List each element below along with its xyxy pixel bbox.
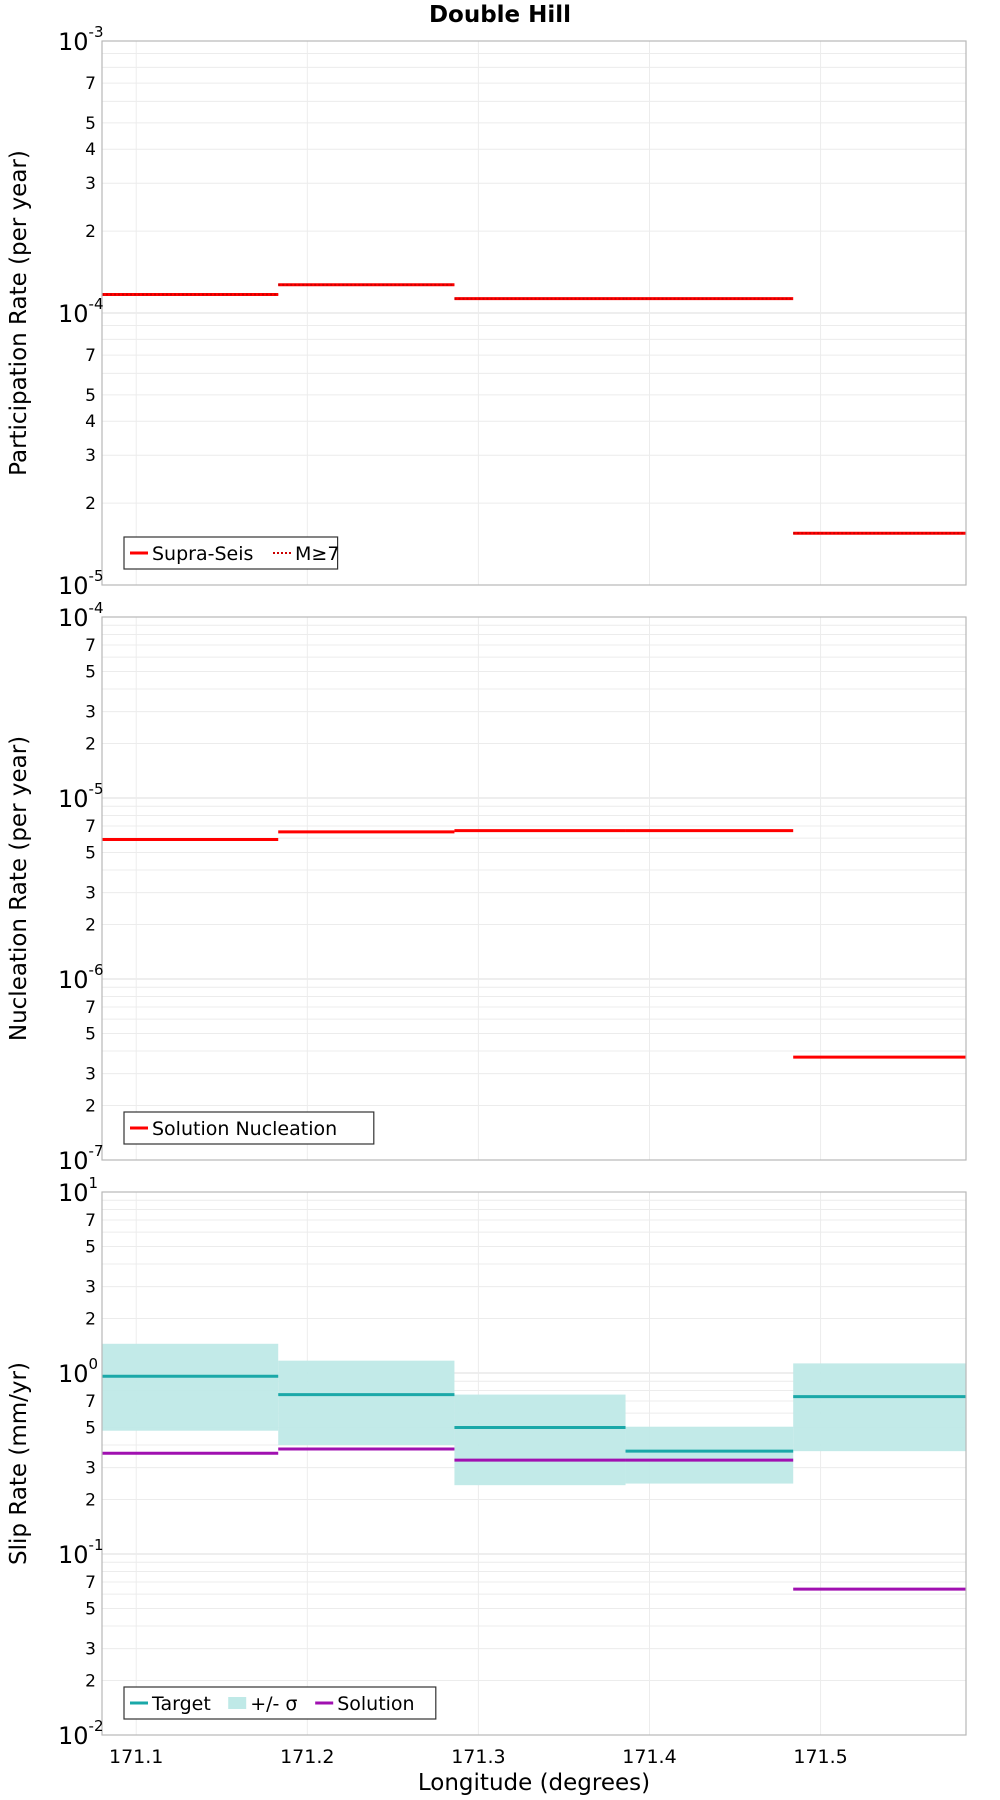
y-minor-tick-label: 4 bbox=[85, 140, 96, 160]
y-minor-tick-label: 4 bbox=[85, 412, 96, 432]
y-tick-label: 10-3 bbox=[58, 23, 104, 56]
y-axis-label: Slip Rate (mm/yr) bbox=[6, 1362, 32, 1565]
y-tick-label: 100 bbox=[58, 1355, 98, 1388]
y-minor-tick-label: 3 bbox=[85, 1640, 96, 1660]
y-tick-label: 10-4 bbox=[58, 599, 104, 632]
y-minor-tick-label: 5 bbox=[85, 843, 96, 863]
y-minor-tick-label: 2 bbox=[85, 735, 96, 755]
y-minor-tick-label: 5 bbox=[85, 1418, 96, 1438]
series-target bbox=[102, 1374, 966, 1453]
y-minor-tick-label: 5 bbox=[85, 386, 96, 406]
y-minor-tick-label: 7 bbox=[85, 636, 96, 656]
y-minor-tick-label: 2 bbox=[85, 494, 96, 514]
y-tick-label: 10-5 bbox=[58, 567, 104, 600]
legend-box bbox=[123, 1686, 437, 1720]
y-tick-label: 10-6 bbox=[58, 961, 104, 994]
y-minor-tick-label: 2 bbox=[85, 916, 96, 936]
y-minor-tick-label: 7 bbox=[85, 1211, 96, 1231]
sigma-band-segment bbox=[454, 1394, 626, 1486]
plot-frame bbox=[101, 616, 967, 1161]
y-minor-tick-label: 7 bbox=[85, 817, 96, 837]
y-minor-tick-label: 5 bbox=[85, 662, 96, 682]
y-axis-label: Nucleation Rate (per year) bbox=[6, 736, 32, 1041]
y-minor-tick-label: 3 bbox=[85, 1278, 96, 1298]
panel-2: 10-7 10-6 10-5 10-4 2 3 5 7 2 3 5 7 2 3 5 7 Nucleation R… bbox=[6, 599, 967, 1175]
y-minor-tick-label: 2 bbox=[85, 1310, 96, 1330]
panel-1: 10-5 10-4 10-3 2 3 4 5 7 2 3 4 5 7 Participation Rate… bbox=[6, 23, 967, 600]
y-ticks: 10-5 10-4 10-3 2 3 4 5 7 2 3 4 5 7 bbox=[58, 23, 104, 600]
x-axis-label: Longitude (degrees) bbox=[418, 1770, 650, 1796]
y-minor-tick-label: 3 bbox=[85, 446, 96, 466]
sigma-band-segment bbox=[102, 1343, 279, 1431]
legend-label: Supra-Seis bbox=[152, 543, 253, 565]
y-minor-tick-label: 5 bbox=[85, 1237, 96, 1257]
series-solution-nucleation bbox=[102, 829, 966, 1059]
legend-label: M≥7 bbox=[295, 543, 339, 565]
plot-area bbox=[102, 617, 966, 1160]
grid bbox=[102, 41, 966, 586]
sigma-band-segment bbox=[278, 1360, 455, 1446]
y-minor-tick-label: 2 bbox=[85, 222, 96, 242]
legend-box bbox=[123, 1111, 375, 1145]
y-minor-tick-label: 2 bbox=[85, 1491, 96, 1511]
y-minor-tick-label: 5 bbox=[85, 114, 96, 134]
x-tick-label: 171.1 bbox=[109, 1746, 163, 1768]
y-minor-tick-label: 7 bbox=[85, 346, 96, 366]
y-minor-tick-label: 3 bbox=[85, 884, 96, 904]
legend-label: +/- σ bbox=[250, 1693, 297, 1715]
legend-box bbox=[123, 536, 339, 570]
y-minor-tick-label: 3 bbox=[85, 174, 96, 194]
y-tick-label: 10-1 bbox=[58, 1536, 104, 1569]
plot-frame bbox=[101, 40, 967, 586]
y-minor-tick-label: 3 bbox=[85, 1065, 96, 1085]
sigma-band-segment bbox=[793, 1363, 966, 1452]
y-minor-tick-label: 5 bbox=[85, 1599, 96, 1619]
legend: Solution Nucleation bbox=[123, 1111, 375, 1145]
legend-label: Solution Nucleation bbox=[152, 1118, 337, 1140]
y-minor-tick-label: 2 bbox=[85, 1097, 96, 1117]
series-m-7 bbox=[102, 283, 966, 535]
x-tick-label: 171.5 bbox=[793, 1746, 847, 1768]
y-minor-tick-label: 3 bbox=[85, 1459, 96, 1479]
y-minor-tick-label: 7 bbox=[85, 1573, 96, 1593]
y-minor-tick-label: 3 bbox=[85, 703, 96, 723]
x-tick-label: 171.2 bbox=[280, 1746, 334, 1768]
plot-frame bbox=[101, 1191, 967, 1736]
x-tick-label: 171.4 bbox=[622, 1746, 676, 1768]
y-minor-tick-label: 7 bbox=[85, 998, 96, 1018]
y-minor-tick-label: 5 bbox=[85, 1024, 96, 1044]
y-tick-label: 10-4 bbox=[58, 295, 104, 328]
x-tick-label: 171.3 bbox=[451, 1746, 505, 1768]
legend: Supra-Seis M≥7 bbox=[123, 536, 339, 570]
y-minor-tick-label: 2 bbox=[85, 1672, 96, 1692]
y-axis-label: Participation Rate (per year) bbox=[6, 150, 32, 476]
y-minor-tick-label: 7 bbox=[85, 1392, 96, 1412]
panel-3: 10-2 10-1 100 101 2 3 5 7 2 3 5 7 2 3 5 7 Slip Rate (mm/… bbox=[6, 1174, 967, 1768]
y-ticks: 10-2 10-1 100 101 2 3 5 7 2 3 5 7 2 3 5 7 bbox=[58, 1174, 104, 1750]
y-tick-label: 10-7 bbox=[58, 1142, 104, 1175]
y-ticks: 10-7 10-6 10-5 10-4 2 3 5 7 2 3 5 7 2 3 5 7 bbox=[58, 599, 104, 1175]
sigma-band-segment bbox=[625, 1426, 794, 1484]
series-solution bbox=[102, 1447, 966, 1591]
chart-title: Double Hill bbox=[429, 2, 571, 28]
y-tick-label: 10-2 bbox=[58, 1717, 104, 1750]
legend-swatch bbox=[228, 1697, 247, 1709]
legend: Target +/- σ Solution bbox=[123, 1686, 437, 1720]
y-tick-label: 101 bbox=[58, 1174, 98, 1207]
legend-label: Target bbox=[151, 1693, 211, 1715]
x-ticks: 171.1 171.2 171.3 171.4 171.5 bbox=[109, 1746, 848, 1768]
legend-label: Solution bbox=[337, 1693, 414, 1715]
y-minor-tick-label: 7 bbox=[85, 74, 96, 94]
y-tick-label: 10-5 bbox=[58, 780, 104, 813]
